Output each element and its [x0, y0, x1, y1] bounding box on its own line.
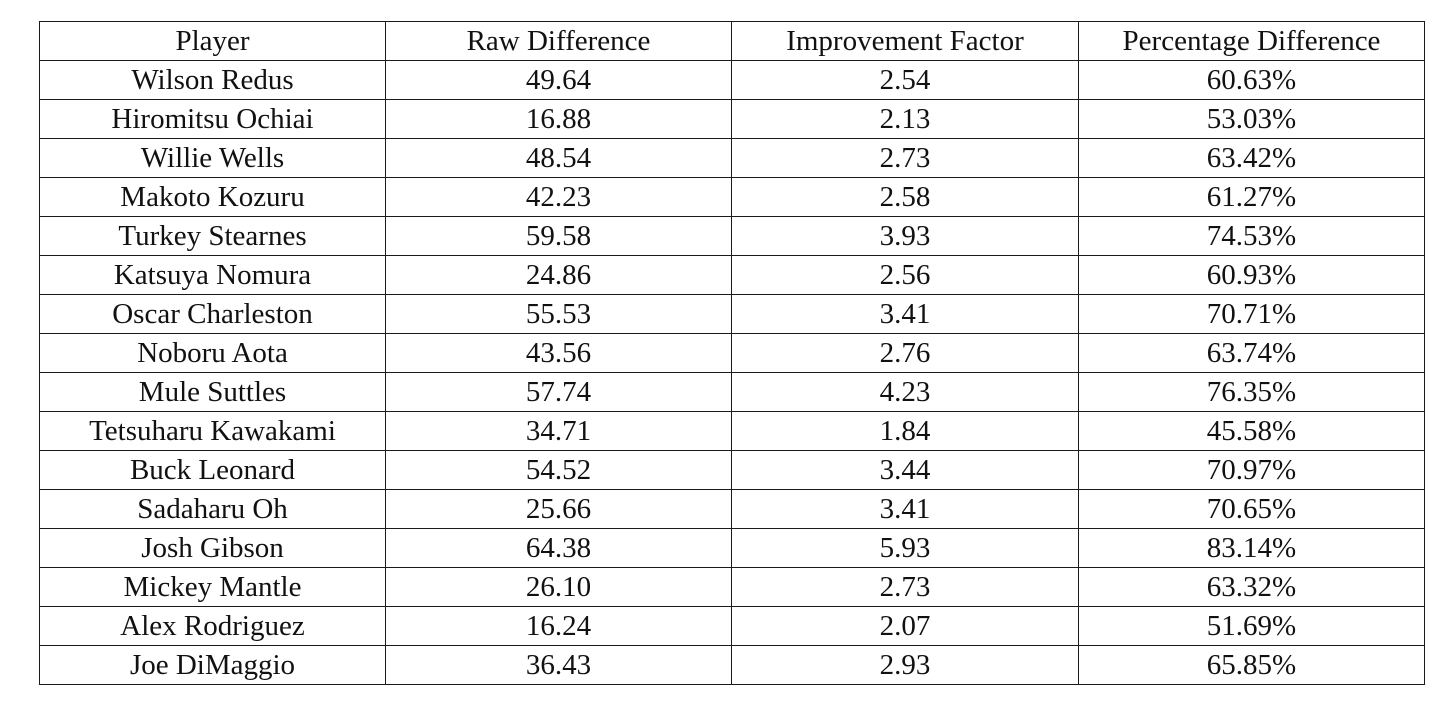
- header-percentage-difference: Percentage Difference: [1078, 21, 1425, 61]
- cell-raw-difference: 25.66: [385, 489, 732, 529]
- cell-percentage-difference: 51.69%: [1078, 606, 1425, 646]
- cell-player: Turkey Stearnes: [39, 216, 386, 256]
- cell-percentage-difference: 60.63%: [1078, 60, 1425, 100]
- table-row: Noboru Aota 43.56 2.76 63.74%: [39, 333, 1425, 373]
- cell-percentage-difference: 63.42%: [1078, 138, 1425, 178]
- cell-percentage-difference: 63.74%: [1078, 333, 1425, 373]
- table-row: Wilson Redus 49.64 2.54 60.63%: [39, 60, 1425, 100]
- cell-player: Wilson Redus: [39, 60, 386, 100]
- cell-improvement-factor: 2.56: [731, 255, 1079, 295]
- cell-improvement-factor: 4.23: [731, 372, 1079, 412]
- cell-improvement-factor: 2.76: [731, 333, 1079, 373]
- cell-percentage-difference: 76.35%: [1078, 372, 1425, 412]
- cell-improvement-factor: 2.13: [731, 99, 1079, 139]
- player-comparison-table: Player Raw Difference Improvement Factor…: [39, 21, 1425, 685]
- cell-player: Mule Suttles: [39, 372, 386, 412]
- cell-improvement-factor: 2.93: [731, 645, 1079, 685]
- cell-percentage-difference: 45.58%: [1078, 411, 1425, 451]
- cell-percentage-difference: 70.65%: [1078, 489, 1425, 529]
- cell-player: Makoto Kozuru: [39, 177, 386, 217]
- cell-percentage-difference: 53.03%: [1078, 99, 1425, 139]
- cell-percentage-difference: 65.85%: [1078, 645, 1425, 685]
- cell-percentage-difference: 60.93%: [1078, 255, 1425, 295]
- cell-player: Katsuya Nomura: [39, 255, 386, 295]
- cell-player: Oscar Charleston: [39, 294, 386, 334]
- cell-raw-difference: 64.38: [385, 528, 732, 568]
- table-row: Mickey Mantle 26.10 2.73 63.32%: [39, 567, 1425, 607]
- cell-player: Joe DiMaggio: [39, 645, 386, 685]
- cell-player: Noboru Aota: [39, 333, 386, 373]
- cell-raw-difference: 24.86: [385, 255, 732, 295]
- cell-raw-difference: 16.88: [385, 99, 732, 139]
- cell-improvement-factor: 3.44: [731, 450, 1079, 490]
- cell-raw-difference: 48.54: [385, 138, 732, 178]
- header-player: Player: [39, 21, 386, 61]
- header-raw-difference: Raw Difference: [385, 21, 732, 61]
- cell-improvement-factor: 2.58: [731, 177, 1079, 217]
- cell-improvement-factor: 5.93: [731, 528, 1079, 568]
- cell-improvement-factor: 2.07: [731, 606, 1079, 646]
- cell-improvement-factor: 3.93: [731, 216, 1079, 256]
- table-row: Tetsuharu Kawakami 34.71 1.84 45.58%: [39, 411, 1425, 451]
- cell-improvement-factor: 2.54: [731, 60, 1079, 100]
- cell-raw-difference: 16.24: [385, 606, 732, 646]
- cell-raw-difference: 59.58: [385, 216, 732, 256]
- cell-improvement-factor: 3.41: [731, 294, 1079, 334]
- table-row: Mule Suttles 57.74 4.23 76.35%: [39, 372, 1425, 412]
- cell-raw-difference: 57.74: [385, 372, 732, 412]
- table-row: Oscar Charleston 55.53 3.41 70.71%: [39, 294, 1425, 334]
- cell-player: Josh Gibson: [39, 528, 386, 568]
- table-row: Hiromitsu Ochiai 16.88 2.13 53.03%: [39, 99, 1425, 139]
- cell-percentage-difference: 63.32%: [1078, 567, 1425, 607]
- cell-player: Alex Rodriguez: [39, 606, 386, 646]
- cell-player: Hiromitsu Ochiai: [39, 99, 386, 139]
- cell-raw-difference: 36.43: [385, 645, 732, 685]
- cell-player: Tetsuharu Kawakami: [39, 411, 386, 451]
- cell-improvement-factor: 3.41: [731, 489, 1079, 529]
- table-row: Joe DiMaggio 36.43 2.93 65.85%: [39, 645, 1425, 685]
- table-row: Buck Leonard 54.52 3.44 70.97%: [39, 450, 1425, 490]
- table-row: Turkey Stearnes 59.58 3.93 74.53%: [39, 216, 1425, 256]
- table-body: Wilson Redus 49.64 2.54 60.63% Hiromitsu Och…: [39, 60, 1425, 685]
- table-row: Willie Wells 48.54 2.73 63.42%: [39, 138, 1425, 178]
- cell-raw-difference: 49.64: [385, 60, 732, 100]
- cell-improvement-factor: 1.84: [731, 411, 1079, 451]
- cell-percentage-difference: 83.14%: [1078, 528, 1425, 568]
- cell-percentage-difference: 74.53%: [1078, 216, 1425, 256]
- cell-improvement-factor: 2.73: [731, 138, 1079, 178]
- cell-raw-difference: 54.52: [385, 450, 732, 490]
- table-row: Alex Rodriguez 16.24 2.07 51.69%: [39, 606, 1425, 646]
- cell-raw-difference: 43.56: [385, 333, 732, 373]
- cell-raw-difference: 26.10: [385, 567, 732, 607]
- cell-player: Willie Wells: [39, 138, 386, 178]
- table-header-row: Player Raw Difference Improvement Factor…: [39, 21, 1425, 61]
- cell-percentage-difference: 70.71%: [1078, 294, 1425, 334]
- cell-player: Buck Leonard: [39, 450, 386, 490]
- cell-raw-difference: 55.53: [385, 294, 732, 334]
- table-row: Sadaharu Oh 25.66 3.41 70.65%: [39, 489, 1425, 529]
- cell-raw-difference: 42.23: [385, 177, 732, 217]
- header-improvement-factor: Improvement Factor: [731, 21, 1079, 61]
- cell-percentage-difference: 61.27%: [1078, 177, 1425, 217]
- table-row: Makoto Kozuru 42.23 2.58 61.27%: [39, 177, 1425, 217]
- table-row: Katsuya Nomura 24.86 2.56 60.93%: [39, 255, 1425, 295]
- cell-player: Mickey Mantle: [39, 567, 386, 607]
- table-row: Josh Gibson 64.38 5.93 83.14%: [39, 528, 1425, 568]
- cell-raw-difference: 34.71: [385, 411, 732, 451]
- cell-percentage-difference: 70.97%: [1078, 450, 1425, 490]
- cell-player: Sadaharu Oh: [39, 489, 386, 529]
- cell-improvement-factor: 2.73: [731, 567, 1079, 607]
